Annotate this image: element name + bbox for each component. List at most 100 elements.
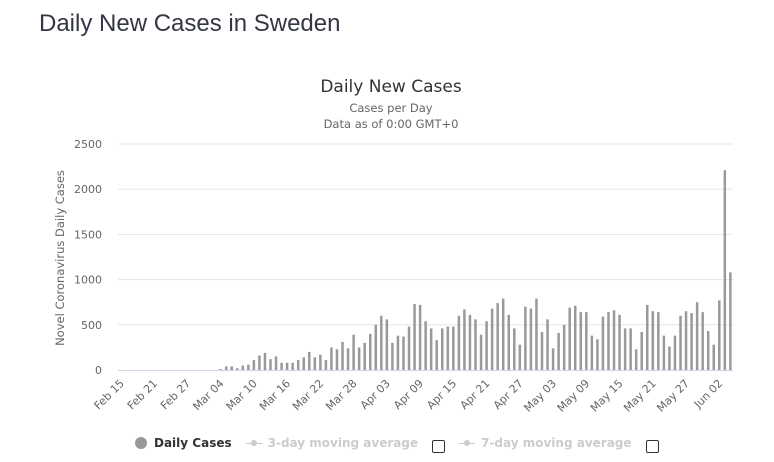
bar [690, 313, 693, 370]
bar [368, 333, 372, 370]
x-tick-label: Mar 04 [190, 377, 226, 413]
bar [452, 326, 455, 370]
bar [612, 310, 616, 370]
y-axis-label: Novel Coronavirus Daily Cases [53, 170, 67, 346]
y-tick-label: 1000 [74, 274, 102, 287]
bar [407, 326, 411, 370]
bar [241, 365, 245, 370]
bar [441, 328, 444, 370]
bar [629, 328, 632, 370]
bar [302, 357, 305, 370]
bar [313, 357, 317, 370]
bar [507, 314, 510, 370]
x-tick-label: May 15 [588, 377, 626, 415]
7day-average-checkbox[interactable] [645, 440, 659, 453]
bar [341, 341, 344, 370]
x-tick-label: Mar 10 [224, 377, 260, 413]
bar [269, 359, 272, 370]
legend-item-3day-average[interactable]: 3-day moving average [245, 432, 446, 453]
3day-average-checkbox[interactable] [432, 440, 446, 453]
bar [585, 312, 588, 370]
bar [718, 300, 721, 370]
bar [308, 351, 311, 370]
bar [646, 304, 649, 370]
bar [330, 347, 333, 370]
bar [230, 366, 233, 370]
x-tick-label: May 03 [521, 377, 559, 415]
bar [474, 319, 477, 370]
x-tick-label: Feb 21 [125, 377, 160, 412]
bar [590, 335, 594, 370]
chart-title: Daily New Cases [320, 77, 462, 97]
bar [662, 335, 666, 370]
bar [363, 342, 366, 370]
y-tick-label: 1500 [74, 228, 102, 241]
legend-dot-icon [135, 436, 147, 449]
bar [723, 170, 727, 370]
bar [551, 348, 555, 370]
bar [546, 319, 549, 370]
x-tick-label: May 21 [621, 377, 659, 415]
bar [513, 328, 516, 370]
bar [219, 369, 222, 370]
bar [380, 315, 383, 370]
bar [673, 335, 677, 370]
bar [391, 342, 394, 370]
bar [640, 332, 643, 370]
bar [429, 328, 433, 370]
bar [529, 308, 533, 370]
bar [396, 335, 400, 370]
bar [712, 344, 715, 370]
bar [695, 302, 699, 370]
bar [424, 321, 427, 370]
bar [224, 366, 228, 370]
x-tick-label: Feb 27 [158, 377, 193, 412]
bar [679, 315, 682, 370]
bar [463, 309, 466, 370]
bar [573, 305, 577, 370]
chart-subtitle: Cases per Day [349, 101, 432, 115]
bar [446, 326, 450, 370]
bar [596, 339, 599, 370]
y-tick-label: 2500 [74, 138, 102, 151]
x-tick-label: Apr 15 [424, 377, 459, 412]
x-tick-label: Apr 27 [491, 377, 526, 412]
bar [540, 332, 544, 370]
bar [352, 334, 355, 370]
legend-label: 3-day moving average [267, 435, 419, 450]
bar [557, 332, 560, 370]
bar [651, 311, 655, 370]
bar [319, 354, 322, 370]
bar [634, 349, 638, 370]
bar [457, 315, 461, 370]
bar [236, 368, 239, 370]
bar [385, 319, 389, 370]
x-tick-label: Mar 16 [257, 377, 293, 413]
x-tick-label: Mar 28 [323, 377, 359, 413]
bar [579, 312, 583, 370]
bar [496, 303, 499, 370]
bar [729, 272, 732, 370]
bar [490, 308, 494, 370]
bar [258, 355, 261, 370]
bar [413, 304, 416, 370]
bar [562, 324, 566, 370]
y-tick-label: 0 [95, 364, 102, 377]
x-tick-label: Feb 15 [92, 377, 127, 412]
legend-item-daily-cases[interactable]: Daily Cases [135, 436, 232, 450]
x-tick-label: May 27 [654, 377, 692, 415]
legend-label: Daily Cases [154, 435, 232, 450]
bar [657, 312, 660, 370]
bar [535, 298, 538, 370]
chart-data-timestamp: Data as of 0:00 GMT+0 [324, 117, 459, 131]
bar [468, 314, 472, 370]
legend-item-7day-average[interactable]: 7-day moving average [459, 432, 659, 453]
y-tick-label: 500 [81, 319, 102, 332]
chart-legend: Daily Cases 3-day moving average 7-day m… [135, 432, 673, 453]
bar [418, 304, 422, 370]
y-tick-label: 2000 [74, 183, 102, 196]
bar [568, 307, 571, 370]
bar [601, 316, 605, 370]
bar [296, 360, 300, 370]
